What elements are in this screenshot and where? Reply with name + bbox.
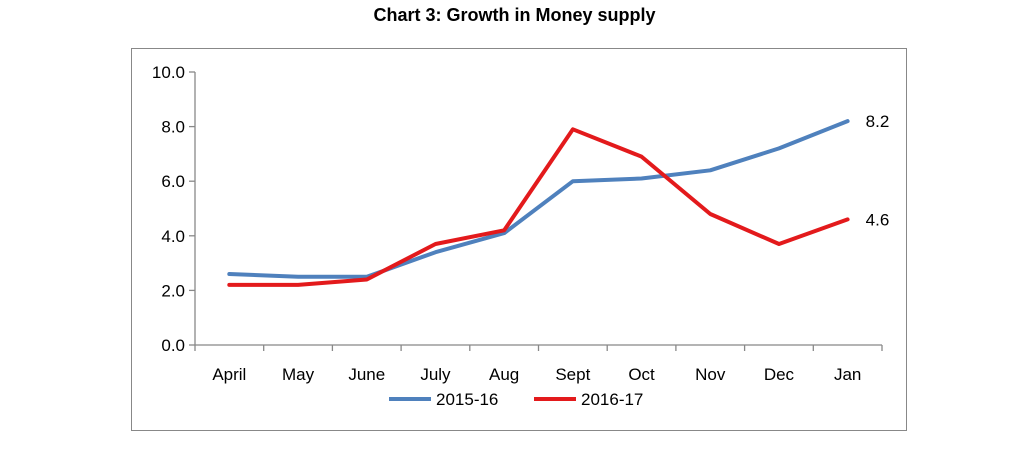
x-tick-label: April <box>212 365 246 384</box>
x-tick-label: Oct <box>628 365 655 384</box>
x-tick-label: Nov <box>695 365 726 384</box>
series-line-2016-17 <box>227 127 850 287</box>
data-labels: 8.2 4.6 <box>866 112 890 229</box>
chart-title: Chart 3: Growth in Money supply <box>373 5 656 25</box>
legend-label-2016-17: 2016-17 <box>581 390 643 409</box>
x-tick-label: Dec <box>764 365 795 384</box>
series-lines <box>227 119 850 287</box>
legend: 2015-16 2016-17 <box>389 390 643 409</box>
legend-label-2015-16: 2015-16 <box>436 390 498 409</box>
y-tick-label: 10.0 <box>152 63 185 82</box>
end-label-2016-17: 4.6 <box>866 210 890 229</box>
chart-frame <box>131 48 907 431</box>
y-tick-label: 0.0 <box>161 336 185 355</box>
y-tick-label: 4.0 <box>161 227 185 246</box>
series-line-2015-16 <box>227 119 850 279</box>
end-label-2015-16: 8.2 <box>866 112 890 131</box>
axes: 0.0 2.0 4.0 6.0 8.0 10.0 April May June July Aug Se… <box>152 63 883 384</box>
x-tick-label: May <box>282 365 315 384</box>
x-tick-label: July <box>420 365 451 384</box>
y-tick-label: 2.0 <box>161 281 185 300</box>
y-tick-label: 8.0 <box>161 118 185 137</box>
y-tick-label: 6.0 <box>161 172 185 191</box>
x-tick-label: Aug <box>489 365 519 384</box>
x-tick-label: June <box>348 365 385 384</box>
x-tick-label: Sept <box>555 365 590 384</box>
x-tick-label: Jan <box>834 365 861 384</box>
